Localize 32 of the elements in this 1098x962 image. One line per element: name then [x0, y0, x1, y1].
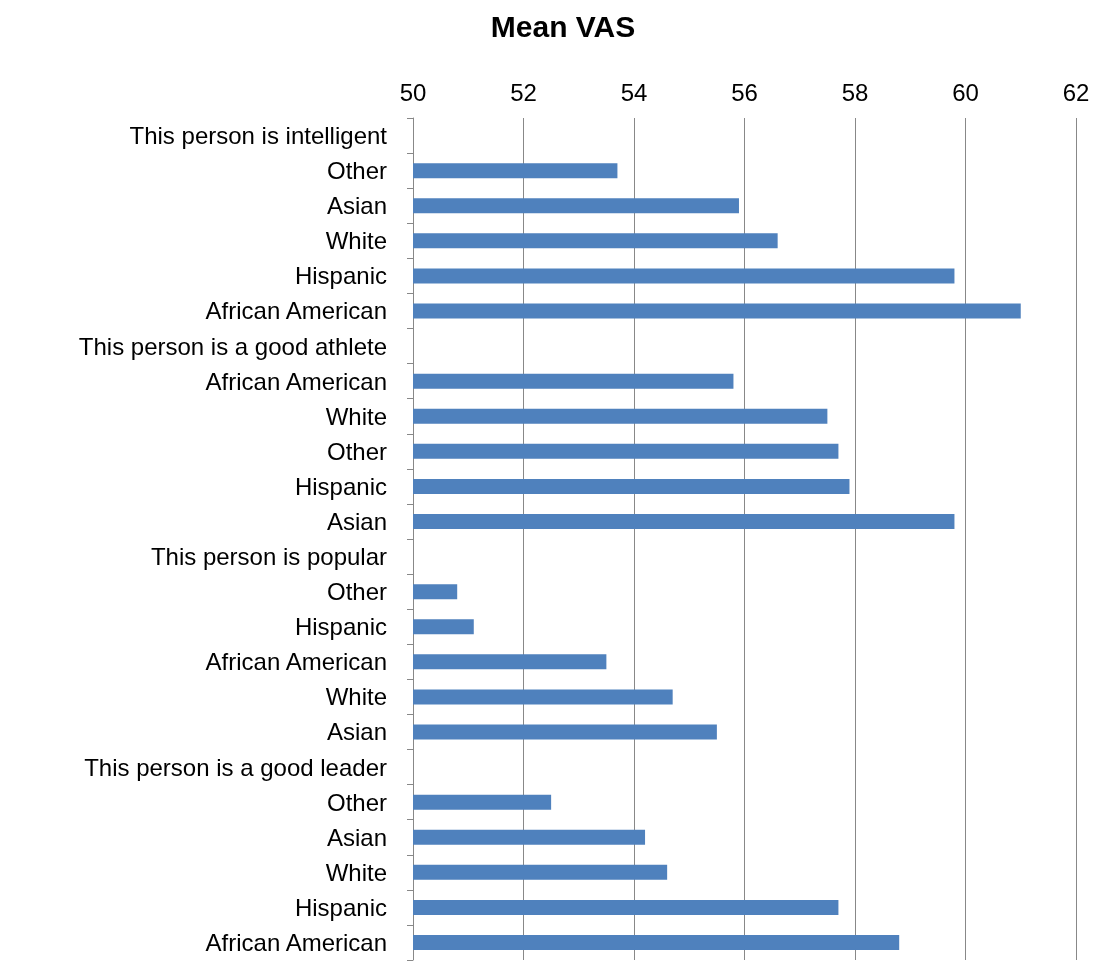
x-tick-label: 62 — [1062, 78, 1090, 106]
y-tick-label: Hispanic — [294, 472, 387, 500]
y-tick-label: White — [325, 858, 387, 886]
y-tick-label: Asian — [326, 507, 387, 535]
y-tick-label: Other — [326, 437, 387, 465]
x-tick-label: 60 — [952, 78, 979, 106]
y-tick-label: Other — [326, 788, 387, 816]
y-tick-label: White — [325, 683, 387, 711]
x-tick-label: 52 — [510, 78, 537, 106]
y-tick-label: African American — [205, 297, 387, 325]
y-tick-label: African American — [205, 367, 387, 395]
chart-title: Mean VAS — [490, 9, 636, 43]
y-tick-label: Other — [326, 578, 387, 606]
y-tick-label: This person is a good athlete — [78, 332, 387, 360]
x-tick-label: 50 — [399, 78, 427, 106]
y-tick-label: Asian — [326, 718, 387, 746]
y-tick-label: Hispanic — [294, 262, 387, 290]
x-tick-label: 54 — [620, 78, 648, 106]
x-tick-label: 56 — [731, 78, 758, 106]
y-tick-label: This person is intelligent — [129, 122, 388, 150]
y-tick-label: White — [325, 227, 387, 255]
y-tick-label: Asian — [326, 192, 387, 220]
y-tick-label: This person is a good leader — [84, 753, 387, 781]
y-tick-label: Asian — [326, 823, 387, 851]
x-tick-label: 58 — [841, 78, 869, 106]
y-tick-label: African American — [205, 928, 387, 956]
y-tick-label: White — [325, 402, 387, 430]
y-tick-label: Hispanic — [294, 613, 387, 641]
y-tick-label: This person is popular — [150, 543, 387, 571]
y-tick-label: Other — [326, 157, 387, 185]
y-tick-label: African American — [205, 648, 387, 676]
y-tick-label: Hispanic — [294, 893, 387, 921]
